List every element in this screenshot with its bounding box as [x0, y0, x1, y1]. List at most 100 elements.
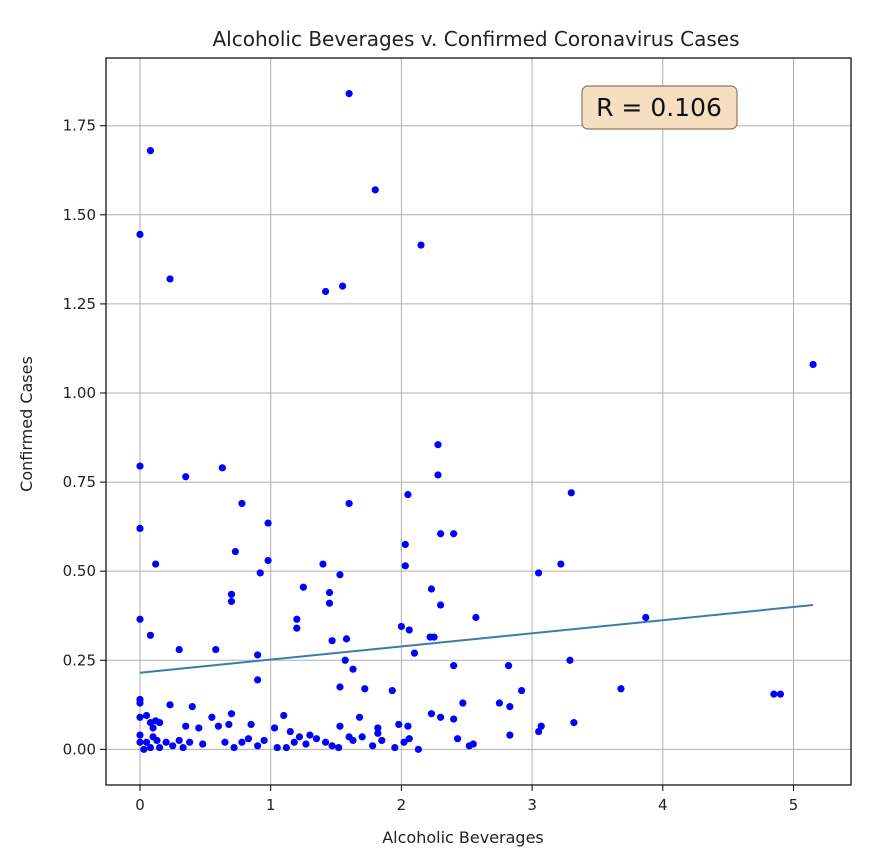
- data-point: [369, 742, 377, 750]
- data-point: [506, 702, 514, 711]
- data-point: [397, 622, 405, 631]
- data-point: [434, 471, 442, 479]
- y-tick-label: 1.50: [63, 206, 96, 224]
- x-tick-label: 2: [397, 796, 407, 814]
- data-point: [212, 645, 220, 654]
- data-point: [395, 720, 403, 729]
- data-point: [617, 685, 625, 693]
- data-point: [227, 710, 236, 718]
- data-point: [434, 441, 442, 449]
- data-point: [335, 743, 343, 752]
- data-point: [136, 731, 144, 739]
- data-point: [299, 583, 307, 591]
- data-point: [256, 569, 264, 577]
- data-point: [537, 722, 545, 730]
- y-tick-label: 1.75: [63, 117, 96, 135]
- data-point: [557, 560, 565, 568]
- data-points: [136, 90, 817, 753]
- data-point: [231, 547, 239, 556]
- data-point: [388, 686, 396, 695]
- y-tick-label: 0.75: [63, 473, 96, 491]
- data-point: [293, 624, 301, 632]
- data-point: [809, 360, 817, 369]
- data-point: [230, 743, 238, 752]
- data-point: [306, 731, 314, 739]
- data-point: [254, 651, 262, 659]
- data-point: [295, 733, 304, 741]
- data-point: [349, 736, 357, 745]
- data-point: [188, 702, 196, 711]
- data-point: [142, 738, 151, 746]
- data-point: [142, 711, 151, 720]
- data-point: [136, 738, 144, 746]
- trend-line-group: [139, 604, 814, 674]
- x-tick-label: 4: [658, 796, 668, 814]
- data-point: [155, 743, 164, 752]
- data-point: [567, 489, 575, 497]
- data-point: [136, 615, 144, 623]
- data-point: [770, 690, 778, 698]
- data-point: [169, 742, 177, 750]
- data-point: [642, 613, 650, 622]
- data-point: [238, 499, 246, 508]
- data-point: [175, 645, 183, 654]
- data-point: [400, 738, 408, 746]
- chart-title: Alcoholic Beverages v. Confirmed Coronav…: [212, 27, 739, 51]
- x-axis-label: Alcoholic Beverages: [382, 828, 544, 847]
- data-point: [404, 722, 412, 730]
- data-point: [182, 473, 190, 481]
- data-point: [361, 685, 369, 693]
- y-axis: 0.00 0.25 0.50 0.75 1.00 1.25 1.50 1.75: [63, 117, 106, 758]
- data-point: [225, 720, 233, 729]
- data-point: [436, 601, 445, 609]
- data-point: [260, 736, 268, 745]
- y-tick-label: 1.25: [63, 295, 96, 313]
- data-point: [195, 724, 203, 732]
- data-point: [264, 556, 272, 565]
- data-point: [404, 490, 412, 499]
- data-point: [436, 713, 445, 721]
- data-point: [264, 519, 272, 527]
- data-point: [469, 740, 477, 748]
- data-point: [410, 649, 419, 657]
- data-point: [166, 701, 174, 709]
- data-point: [247, 720, 255, 729]
- data-point: [504, 662, 513, 670]
- data-point: [535, 727, 543, 736]
- annotation-text: R = 0.106: [596, 93, 722, 122]
- data-point: [338, 282, 347, 290]
- data-point: [336, 683, 344, 691]
- data-point: [282, 743, 290, 752]
- y-tick-label: 1.00: [63, 384, 96, 402]
- data-point: [506, 731, 514, 739]
- data-point: [401, 540, 409, 549]
- data-point: [218, 464, 226, 472]
- data-point: [570, 719, 578, 727]
- data-point: [254, 742, 262, 750]
- data-point: [238, 738, 246, 746]
- data-point: [146, 631, 155, 639]
- data-point: [214, 722, 223, 730]
- data-point: [566, 656, 574, 664]
- data-point: [152, 560, 160, 568]
- data-point: [136, 230, 144, 239]
- data-point: [227, 590, 236, 598]
- data-point: [378, 736, 386, 745]
- data-point: [182, 722, 190, 730]
- y-axis-label: Confirmed Cases: [17, 356, 36, 492]
- data-point: [271, 724, 279, 732]
- data-point: [349, 665, 357, 673]
- data-point: [286, 727, 294, 736]
- data-point: [166, 275, 174, 283]
- data-point: [472, 613, 480, 622]
- data-point: [430, 633, 438, 641]
- data-point: [136, 713, 144, 721]
- data-point: [453, 735, 462, 743]
- y-tick-label: 0.25: [63, 651, 96, 669]
- data-point: [427, 585, 436, 593]
- data-point: [146, 743, 155, 752]
- data-point: [401, 562, 409, 570]
- data-point: [450, 662, 458, 670]
- data-point: [374, 724, 382, 732]
- data-point: [342, 635, 351, 643]
